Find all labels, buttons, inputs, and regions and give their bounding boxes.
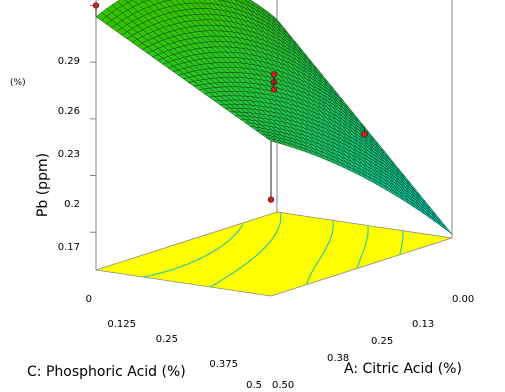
design-point [92, 2, 100, 9]
a-tick-label: 0.00 [452, 294, 474, 305]
design-point [270, 71, 278, 78]
c-tick-label: 0.25 [156, 334, 178, 345]
z-axis-title: Pb (ppm) [35, 153, 51, 217]
c-tick-label: 0.5 [246, 380, 262, 391]
surface-cell [441, 223, 453, 235]
a-tick-label: 0.13 [412, 319, 434, 330]
corner-unit-label: (%) [10, 78, 26, 88]
c-axis-title: C: Phosphoric Acid (%) [27, 364, 186, 380]
a-tick-label: 0.38 [327, 353, 349, 364]
z-tick-label: 0.17 [58, 242, 80, 253]
floor-contour-plane [95, 211, 453, 297]
contour-line [399, 230, 404, 255]
contour-line [306, 220, 334, 285]
z-tick-label: 0.23 [58, 149, 80, 160]
c-tick-label: 0.375 [209, 359, 238, 370]
c-axis-ticks: 0 0.125 0.25 0.375 0.5 [86, 294, 262, 391]
z-axis-ticks: 0.17 0.2 0.23 0.26 0.29 [58, 56, 80, 253]
design-point [361, 131, 368, 138]
c-tick-label: 0.125 [107, 319, 136, 330]
z-tick-label: 0.26 [58, 106, 80, 117]
a-axis-ticks: 0.00 0.13 0.25 0.38 0.50 [272, 294, 474, 391]
a-tick-label: 0.50 [272, 380, 294, 391]
z-tick-label: 0.2 [64, 199, 80, 210]
a-axis-title: A: Citric Acid (%) [344, 361, 462, 377]
design-point [270, 86, 278, 93]
a-tick-label: 0.25 [371, 336, 393, 347]
contour-line [210, 212, 282, 288]
design-points [92, 2, 368, 203]
contour-line [142, 223, 244, 278]
z-tick-label: 0.29 [58, 56, 80, 67]
design-point [267, 196, 275, 203]
floor-plane [95, 211, 453, 297]
c-tick-label: 0 [86, 294, 92, 305]
contour-line [356, 225, 369, 268]
surface-cell [265, 137, 277, 143]
